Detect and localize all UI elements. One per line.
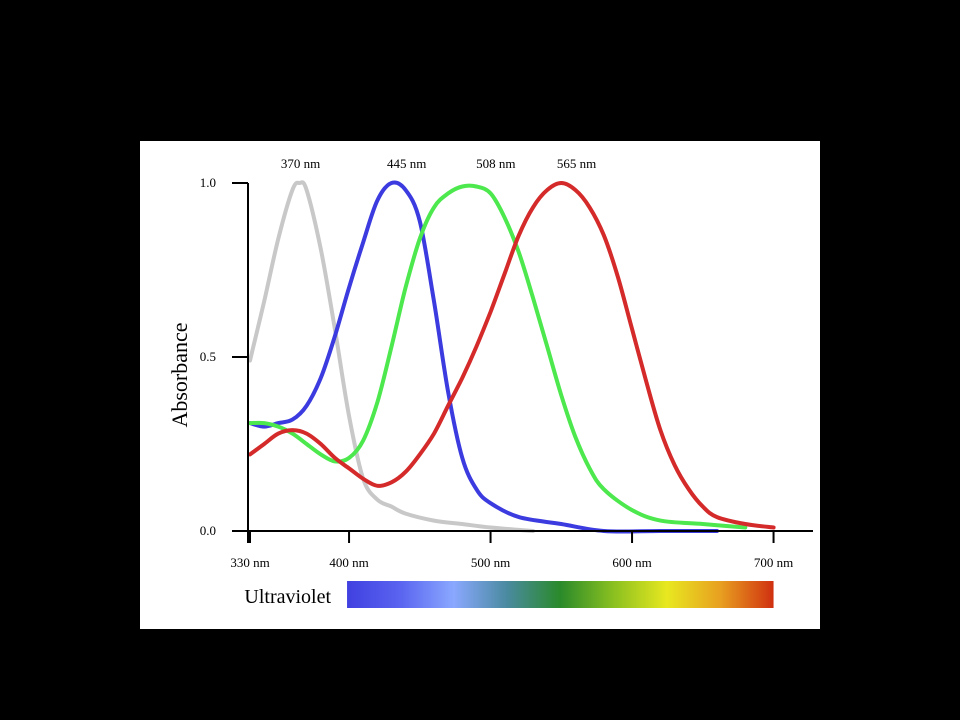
chart-panel: 0.0 0.5 1.0 330 nm 400 nm 500 nm 600 nm 700 nm 3…: [140, 141, 820, 629]
y-tick-label-2: 1.0: [200, 175, 216, 190]
series-layer: [248, 180, 776, 534]
x-tick-label-0: 330 nm: [230, 555, 269, 570]
y-axis-title: Absorbance: [167, 322, 192, 427]
y-tick-label-0: 0.0: [200, 523, 216, 538]
x-tick-label-4: 700 nm: [754, 555, 793, 570]
series-line-565: [248, 181, 776, 530]
series-line-445: [248, 180, 719, 534]
spectrum-bar: [347, 581, 774, 608]
peak-label-370: 370 nm: [281, 156, 320, 171]
x-tick-label-3: 600 nm: [612, 555, 651, 570]
series-line-508: [248, 183, 748, 530]
chart-svg: 0.0 0.5 1.0 330 nm 400 nm 500 nm 600 nm 700 nm 3…: [167, 156, 813, 608]
y-tick-label-1: 0.5: [200, 349, 216, 364]
peak-label-445: 445 nm: [387, 156, 426, 171]
spectrum-layer: Ultraviolet: [244, 581, 774, 608]
peak-label-565: 565 nm: [557, 156, 596, 171]
labels-layer: 0.0 0.5 1.0 330 nm 400 nm 500 nm 600 nm 700 nm 3…: [167, 156, 793, 570]
x-tick-label-2: 500 nm: [471, 555, 510, 570]
axes-layer: [232, 182, 813, 543]
x-tick-label-1: 400 nm: [329, 555, 368, 570]
series-line-370: [248, 180, 535, 533]
peak-label-508: 508 nm: [476, 156, 515, 171]
band-label-ultraviolet: Ultraviolet: [244, 586, 331, 608]
